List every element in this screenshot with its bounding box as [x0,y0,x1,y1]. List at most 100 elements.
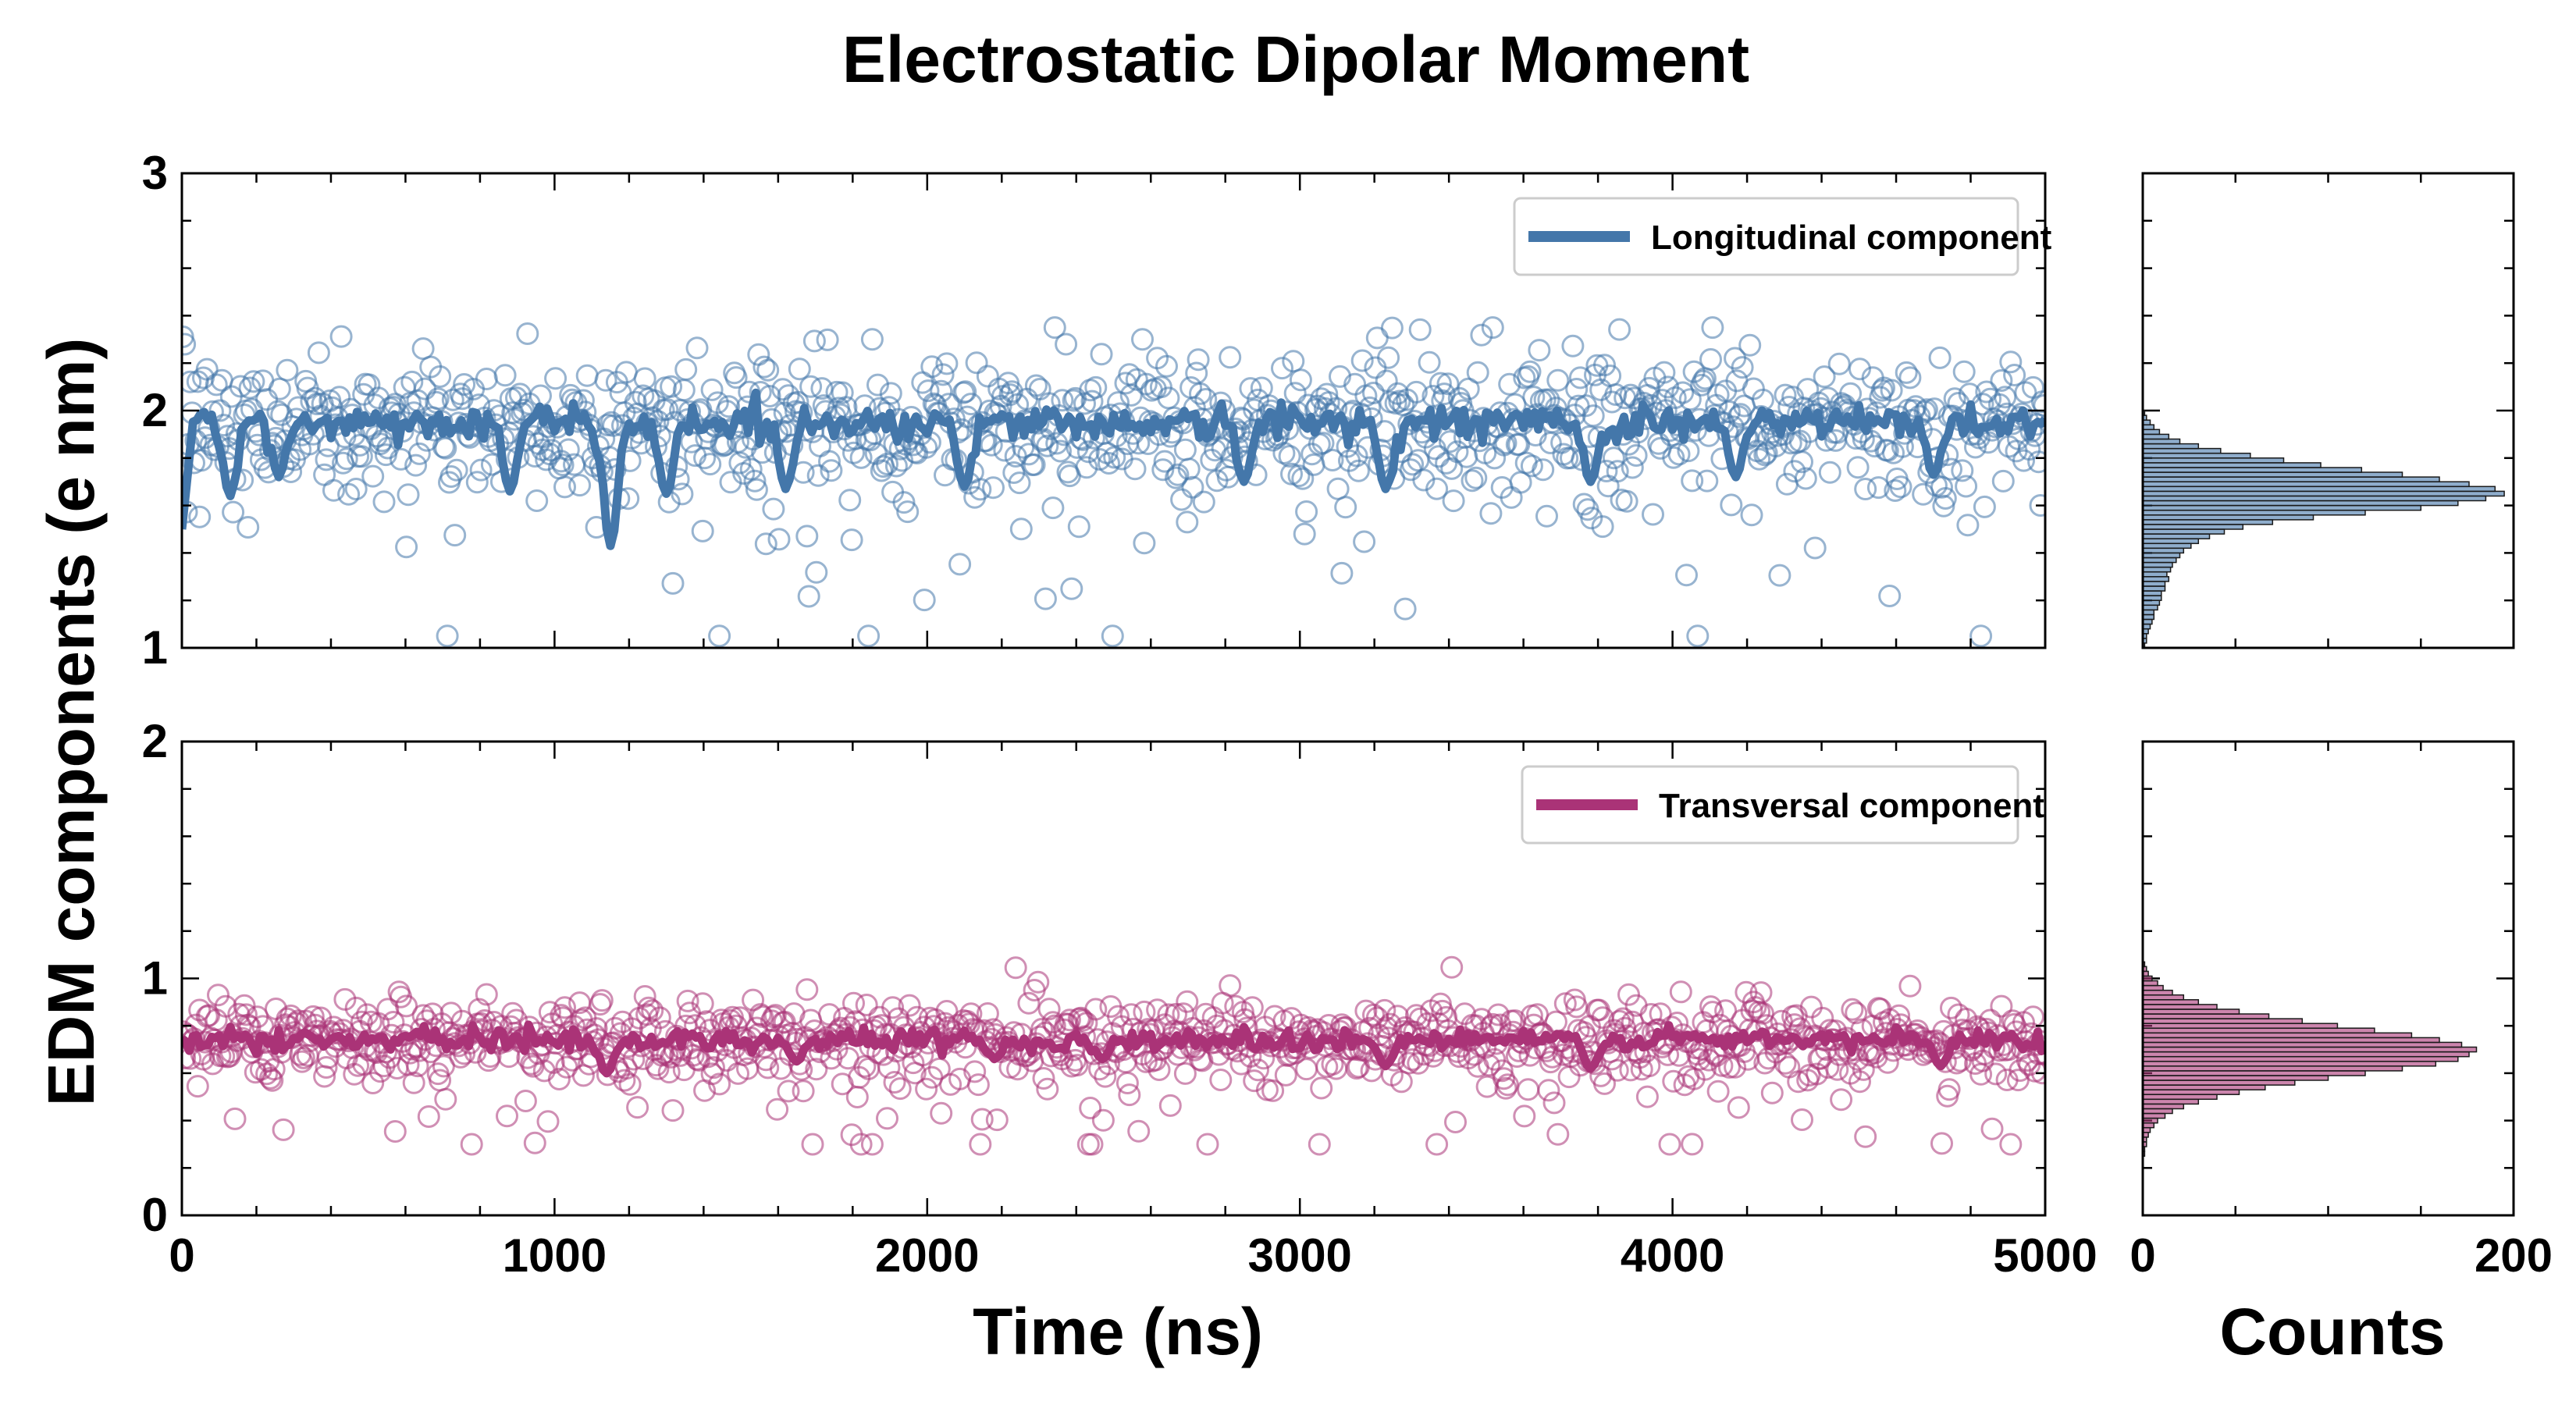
transversal-point [1876,1051,1899,1074]
longitudinal-point [930,379,953,403]
transversal-point [1127,1119,1151,1143]
longitudinal-point [1075,456,1098,479]
transversal-point [1094,1065,1117,1088]
longitudinal-point [767,528,791,551]
longitudinal-point [799,375,823,398]
longitudinal-point [1854,478,1877,500]
transversal-point [1565,995,1589,1019]
longitudinal-point [1695,469,1719,493]
longitudinal-point [1009,518,1033,541]
transversal-point [1611,1007,1635,1030]
longitudinal-point [1699,348,1722,371]
transversal-point [1084,998,1108,1021]
longitudinal-point [426,387,450,411]
transversal-point [382,1011,405,1033]
transversal-hist-bar [2142,1004,2218,1010]
transversal-point [633,985,656,1008]
longitudinal-point [1090,343,1113,366]
longitudinal-point [1051,389,1074,412]
transversal-point [553,996,576,1019]
transversal-hist-bar [2142,1080,2296,1086]
longitudinal-point [1943,387,1966,411]
longitudinal-point [1181,475,1204,499]
transversal-point [1701,1001,1724,1024]
hist-x-axis-title: Counts [2219,1295,2445,1368]
longitudinal-point [1334,496,1357,519]
longitudinal-point [1293,522,1316,546]
longitudinal-hist-bar [2142,528,2226,535]
longitudinal-point [1049,439,1072,463]
longitudinal-point [1243,398,1266,422]
transversal-point [417,1105,440,1128]
transversal-point [536,1110,560,1133]
transversal-point [1444,1111,1467,1133]
longitudinal-point [1991,469,2015,493]
transversal-point [756,1056,780,1080]
longitudinal-hist-bar [2142,552,2181,559]
longitudinal-point [1461,469,1484,493]
transversal-point [234,1003,258,1026]
transversal-point [969,1133,992,1156]
longitudinal-hist-bar [2142,604,2158,611]
longitudinal-point [475,368,498,390]
longitudinal-point [1153,450,1176,473]
longitudinal-point [1080,389,1104,413]
transversal-point [1727,1096,1750,1119]
longitudinal-point [1675,564,1698,587]
longitudinal-hist-bar [2142,609,2155,616]
longitudinal-point [699,453,722,476]
longitudinal-hist-bar [2142,438,2181,445]
transversal-point [1308,1133,1331,1156]
transversal-point [1453,1002,1476,1026]
longitudinal-point [1602,446,1625,470]
longitudinal-point [1593,354,1616,377]
longitudinal-hist-bar [2142,495,2487,502]
time-tick-label: 3000 [1247,1229,1351,1282]
transversal-point [1799,995,1823,1019]
longitudinal-point [1768,564,1791,587]
longitudinal-point [969,478,992,501]
longitudinal-point [838,489,862,512]
transversal-point [959,1002,983,1026]
longitudinal-hist-bar [2142,486,2496,493]
transversal-hist-frame [2141,740,2515,1217]
transversal-ytick-label: 0 [142,1189,168,1241]
longitudinal-hist-bar [2142,504,2422,511]
longitudinal-point [876,453,898,475]
longitudinal-point [594,368,617,392]
transversal-point [1386,1005,1409,1028]
transversal-point [1196,1133,1219,1156]
transversal-hist-bar [2142,1046,2478,1053]
transversal-point [1133,1000,1156,1023]
transversal-point [657,1061,681,1084]
longitudinal-hist-bar [2142,443,2200,450]
longitudinal-point [1956,514,1980,537]
longitudinal-point [602,414,625,437]
longitudinal-point [1686,624,1710,648]
longitudinal-point [948,553,972,576]
longitudinal-point [1481,316,1504,340]
longitudinal-point [188,505,212,528]
transversal-point [1240,996,1264,1019]
longitudinal-point [1884,479,1907,502]
longitudinal-point [806,464,830,487]
longitudinal-point [544,367,568,390]
longitudinal-point [1470,323,1493,347]
transversal-point [881,996,905,1019]
longitudinal-point [1170,488,1194,511]
longitudinal-point [937,393,960,416]
transversal-point [603,1016,627,1040]
longitudinal-hist-bar [2142,542,2192,550]
longitudinal-scatter-points [182,316,2045,648]
longitudinal-point [1990,369,2013,392]
transversal-point [407,1039,431,1062]
longitudinal-point [229,375,252,398]
longitudinal-point [2012,449,2035,472]
longitudinal-point [1408,318,1432,341]
longitudinal-point [1889,475,1912,499]
longitudinal-point [1436,372,1460,396]
transversal-point [849,1133,873,1156]
longitudinal-point [1827,352,1851,375]
transversal-hist-bar [2142,1051,2470,1058]
transversal-hist-bar [2142,1070,2366,1076]
